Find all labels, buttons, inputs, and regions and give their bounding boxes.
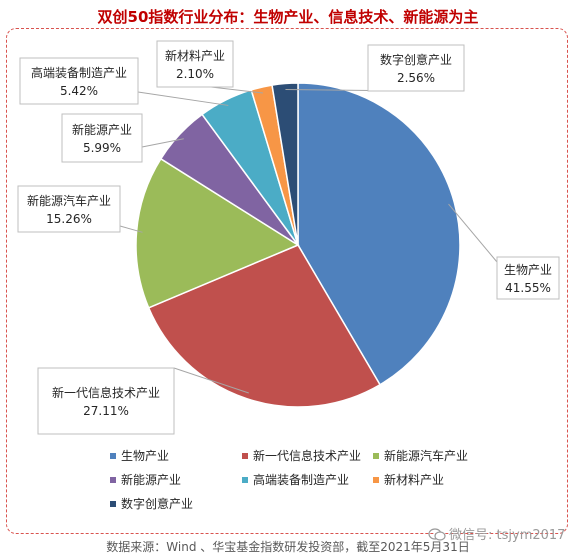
data-label-box (17, 185, 121, 233)
legend-label: 新能源产业 (121, 472, 181, 487)
pie-slice (147, 244, 382, 408)
data-label-value: 41.55% (505, 281, 551, 295)
data-label-category: 新一代信息技术产业 (52, 385, 160, 400)
legend-label: 新一代信息技术产业 (253, 448, 361, 463)
data-label-value: 5.42% (60, 84, 98, 98)
data-label-value: 2.10% (176, 67, 214, 81)
chart-title: 双创50指数行业分布：生物产业、信息技术、新能源为主 (97, 8, 479, 26)
leader-line (448, 203, 498, 263)
data-label-box (367, 44, 465, 92)
leader-line (119, 225, 143, 233)
watermark-text: 微信号: tsjym2017 (449, 528, 566, 543)
legend-swatch (242, 453, 248, 459)
data-label-box (496, 256, 560, 300)
legend-swatch (110, 453, 116, 459)
data-label-box (156, 40, 234, 88)
leader-line (141, 138, 184, 148)
source-note: 数据来源：Wind 、华宝基金指数研发投资部，截至2021年5月31日 (106, 540, 470, 554)
data-label-value: 15.26% (46, 212, 92, 226)
legend-label: 高端装备制造产业 (253, 472, 349, 487)
data-label-value: 5.99% (83, 141, 121, 155)
data-label-value: 27.11% (83, 404, 129, 418)
data-label-category: 新能源汽车产业 (27, 193, 111, 208)
legend-swatch (242, 477, 248, 483)
data-label-box (19, 57, 139, 105)
watermark: 微信号: tsjym2017 (428, 524, 565, 543)
pie-slice (271, 82, 299, 246)
data-label-category: 数字创意产业 (380, 52, 452, 67)
pie-slices (135, 82, 461, 408)
legend-swatch (373, 453, 379, 459)
legend-swatch (110, 477, 116, 483)
legend-swatch (373, 477, 379, 483)
data-label-box (37, 367, 175, 435)
legend-swatch (110, 501, 116, 507)
legend-label: 新能源汽车产业 (384, 448, 468, 463)
leader-line (210, 86, 263, 94)
data-label-value: 2.56% (397, 71, 435, 85)
data-label-category: 生物产业 (504, 263, 552, 277)
leader-line (137, 91, 229, 106)
data-label-box (61, 113, 143, 163)
pie-slice (135, 157, 300, 309)
leader-line (173, 367, 249, 394)
data-labels: 生物产业 41.55% 新一代信息技术产业 27.11% 新能源汽车产业 15.26% 新能… (17, 40, 560, 435)
legend-label: 生物产业 (121, 449, 169, 463)
legend-label: 新材料产业 (384, 472, 444, 487)
legend-label: 数字创意产业 (121, 496, 193, 511)
data-label-category: 新材料产业 (165, 48, 225, 63)
data-label-category: 新能源产业 (72, 122, 132, 137)
pie-slice (297, 82, 461, 386)
chart-frame (6, 28, 568, 534)
data-label-category: 高端装备制造产业 (31, 65, 127, 80)
wechat-icon (428, 528, 446, 541)
